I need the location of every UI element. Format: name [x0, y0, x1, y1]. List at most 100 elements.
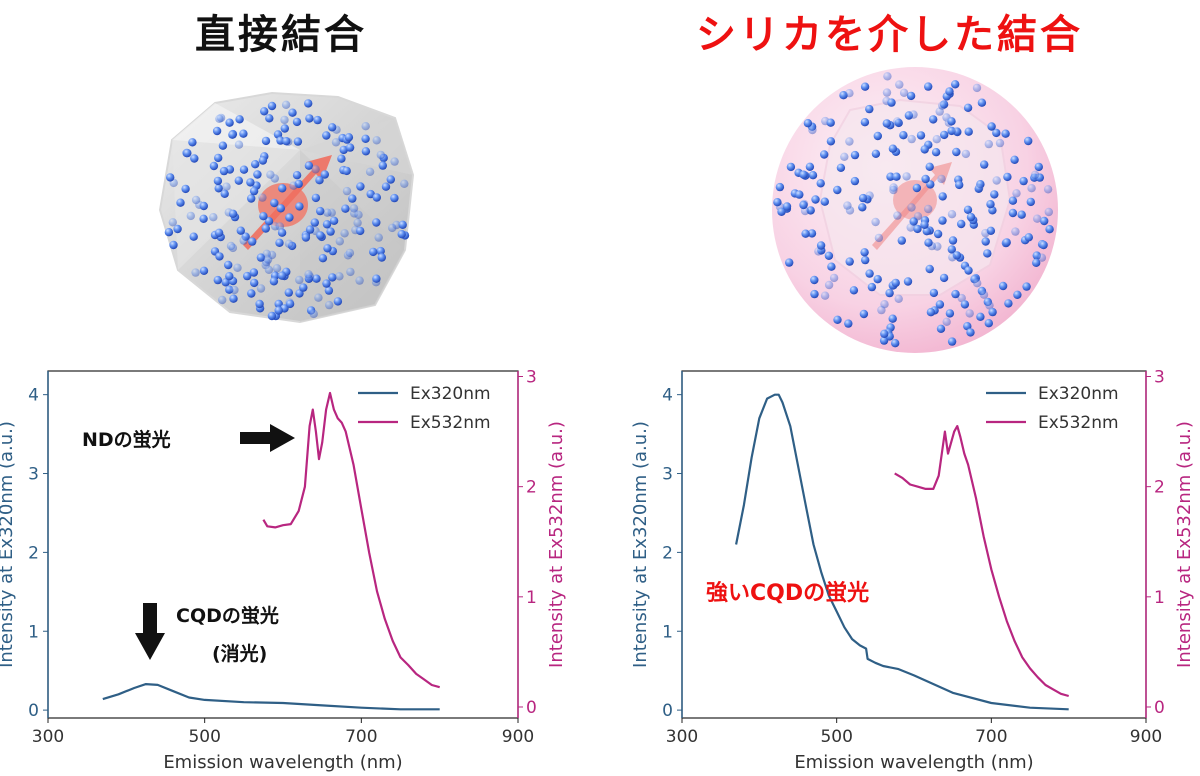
cqd-dot: [230, 285, 239, 295]
cqd-dot: [305, 114, 314, 123]
cqd-dot: [849, 286, 859, 295]
cqd-dot: [342, 186, 352, 196]
y-right-axis-label: Intensity at Ex532nm (a.u.): [1174, 421, 1195, 668]
cqd-dot: [845, 89, 854, 98]
cqd-dot: [1010, 155, 1019, 164]
cqd-dot: [341, 204, 350, 213]
cqd-dot: [293, 137, 303, 146]
cqd-dot: [311, 165, 320, 174]
cqd-dot: [228, 209, 238, 218]
cqd-dot: [277, 271, 287, 280]
cqd-dot: [295, 202, 304, 211]
cqd-dot: [937, 174, 946, 184]
cqd-dot: [871, 149, 881, 158]
cqd-dot: [775, 182, 785, 192]
cqd-dot: [386, 175, 395, 184]
cqd-dot: [984, 139, 993, 149]
cqd-dot: [907, 203, 916, 212]
cqd-dot: [310, 218, 319, 227]
cqd-dot: [325, 300, 334, 310]
cqd-dot: [979, 290, 989, 299]
cqd-dot: [249, 186, 259, 196]
cqd-dot: [228, 130, 237, 139]
cqd-dot: [932, 135, 941, 144]
cqd-dot: [299, 283, 308, 292]
cqd-dot: [985, 301, 994, 310]
cqd-dot: [810, 289, 819, 299]
x-tick-label: 500: [820, 727, 852, 747]
cqd-dot: [885, 288, 894, 298]
cqd-dot: [176, 198, 185, 207]
cqd-dot: [858, 203, 867, 212]
cqd-dot: [1022, 282, 1031, 291]
cqd-dot: [248, 237, 257, 246]
cqd-dot: [920, 145, 929, 154]
cqd-dot: [378, 161, 387, 170]
cqd-dot: [261, 224, 270, 233]
y-left-tick-label: 1: [28, 622, 39, 642]
cqd-dot: [1044, 207, 1054, 217]
y-left-tick-label: 2: [28, 543, 39, 563]
cqd-dot: [258, 156, 268, 165]
cqd-dot: [981, 228, 990, 238]
cqd-dot: [284, 288, 293, 297]
cqd-dot: [340, 229, 349, 238]
cqd-dot: [270, 198, 279, 208]
cqd-dot: [369, 247, 378, 257]
cqd-dot: [867, 282, 877, 292]
cqd-dot: [288, 108, 297, 117]
cqd-dot: [961, 149, 971, 159]
cqd-dot: [166, 173, 175, 182]
cqd-dot: [975, 183, 984, 193]
cqd-dot: [963, 103, 973, 113]
cqd-dot: [234, 176, 243, 185]
cqd-dot: [805, 162, 815, 171]
cqd-dot: [304, 161, 314, 170]
cqd-dot: [925, 264, 934, 274]
cqd-dot: [355, 276, 364, 285]
cqd-dot: [874, 233, 884, 243]
cqd-dot: [816, 241, 826, 250]
cqd-dot: [214, 153, 223, 163]
cqd-dot: [1037, 253, 1047, 262]
cqd-dot: [936, 324, 946, 333]
left-title: 直接結合: [195, 12, 367, 58]
cqd-dot: [947, 117, 956, 126]
cqd-dot: [247, 194, 256, 203]
cqd-dot: [882, 88, 892, 97]
cqd-dot: [858, 193, 868, 203]
cqd-dot: [913, 224, 922, 234]
x-tick-label: 700: [345, 727, 377, 747]
cqd-dot: [277, 228, 287, 237]
cqd-dot: [322, 279, 331, 288]
cqd-dot: [998, 281, 1008, 291]
cqd-dot: [931, 148, 941, 157]
cqd-dot: [1008, 196, 1018, 205]
cqd-dot: [860, 82, 870, 91]
cqd-dot: [213, 176, 223, 186]
cqd-dot: [311, 193, 321, 203]
cqd-dot: [1034, 162, 1044, 172]
cqd-dot: [940, 130, 949, 140]
cqd-dot: [1030, 170, 1040, 179]
annotation-nd-fluorescence: NDの蛍光: [82, 424, 295, 452]
cqd-dot: [983, 249, 992, 258]
cqd-dot: [873, 131, 882, 141]
cqd-dot: [845, 137, 854, 146]
legend-label: Ex320nm: [410, 384, 491, 404]
cqd-dot: [810, 275, 819, 285]
annotation-cqd-quench: CQDの蛍光 (消光): [135, 603, 279, 665]
cqd-dot: [339, 145, 348, 155]
cqd-dot: [865, 191, 874, 200]
cqd-dot: [807, 229, 817, 238]
direct-bond-illustration: [158, 91, 415, 324]
cqd-dot: [899, 88, 909, 98]
cqd-dot: [246, 178, 255, 187]
y-right-tick-label: 1: [526, 588, 537, 608]
arrow-down-icon: [135, 603, 165, 660]
cqd-dot: [372, 136, 381, 145]
cqd-dot: [984, 319, 993, 328]
cqd-dot: [322, 131, 331, 140]
y-left-tick-label: 4: [662, 386, 673, 406]
